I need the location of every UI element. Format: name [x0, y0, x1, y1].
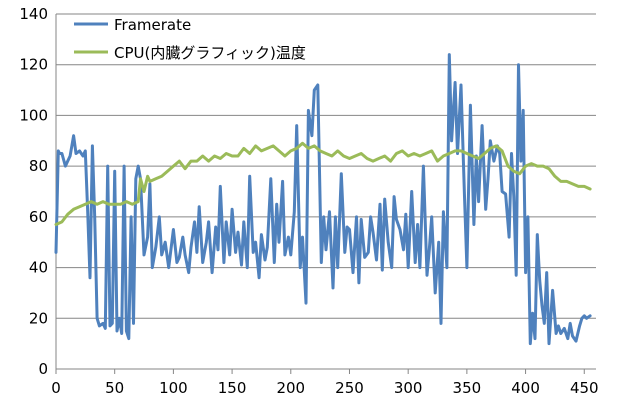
- legend: Framerate CPU(内臓グラフィック)温度: [74, 16, 306, 62]
- tick-labels: 0 20 40 60 80 100 120 140 0 50 100 150 200 250 300 350 4…: [19, 5, 598, 397]
- x-tick-label: 150: [218, 379, 247, 397]
- legend-label: CPU(内臓グラフィック)温度: [114, 44, 306, 62]
- gridlines: [56, 13, 596, 319]
- x-tick-label: 250: [335, 379, 364, 397]
- x-tick-label: 300: [394, 379, 423, 397]
- legend-label: Framerate: [114, 16, 191, 34]
- y-tick-label: 20: [29, 309, 48, 327]
- y-tick-label: 120: [19, 56, 48, 74]
- y-tick-label: 140: [19, 5, 48, 23]
- x-tick-label: 50: [105, 379, 124, 397]
- x-tick-label: 200: [276, 379, 305, 397]
- y-tick-label: 100: [19, 106, 48, 124]
- series-line-cpu-temperature: [54, 141, 592, 226]
- y-tick-label: 60: [29, 208, 48, 226]
- y-tick-label: 80: [29, 157, 48, 175]
- x-tick-label: 450: [570, 379, 599, 397]
- x-tick-label: 350: [453, 379, 482, 397]
- x-tick-label: 100: [159, 379, 188, 397]
- series-line-framerate: [54, 53, 592, 346]
- x-tick-label: 0: [51, 379, 61, 397]
- y-tick-label: 40: [29, 259, 48, 277]
- x-tick-label: 400: [511, 379, 540, 397]
- y-tick-label: 0: [38, 360, 48, 378]
- series: [54, 53, 592, 346]
